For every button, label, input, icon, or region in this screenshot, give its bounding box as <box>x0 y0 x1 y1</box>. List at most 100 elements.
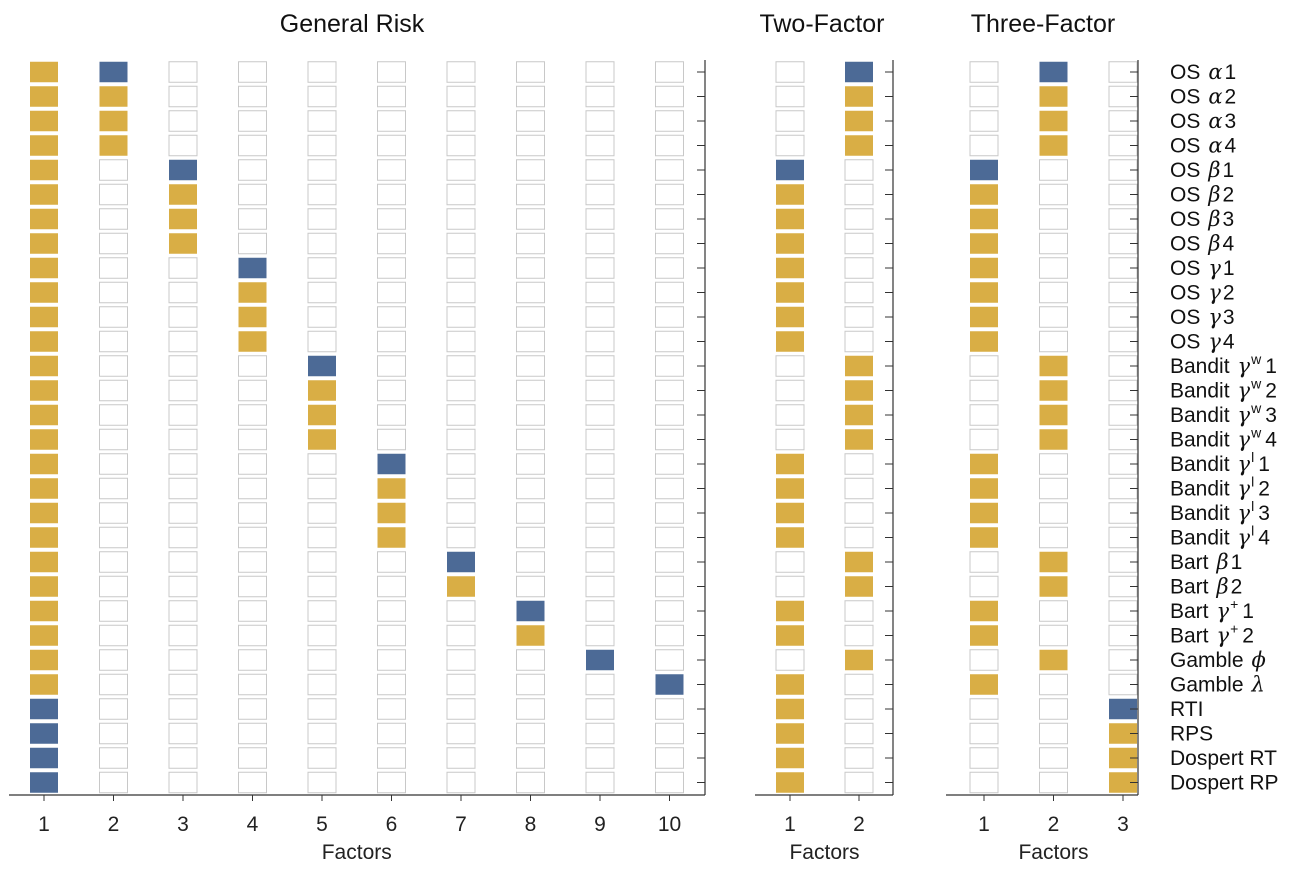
loading-cell-primary <box>970 159 998 181</box>
loading-cell-secondary <box>238 306 267 328</box>
empty-cell <box>377 183 406 206</box>
empty-cell <box>377 551 406 573</box>
empty-cell <box>99 306 128 328</box>
loading-cell-secondary <box>845 86 873 107</box>
empty-cell <box>238 110 267 132</box>
empty-cell <box>516 747 545 769</box>
loading-cell-secondary <box>776 478 804 499</box>
empty-cell <box>655 551 684 573</box>
empty-cell <box>377 747 406 769</box>
loading-cell-secondary <box>970 502 998 524</box>
loading-cell-secondary <box>30 674 58 695</box>
empty-cell <box>307 134 337 157</box>
loading-cell-secondary <box>970 625 998 646</box>
loading-cell-primary <box>308 355 336 377</box>
loading-cell-secondary <box>30 380 58 401</box>
empty-cell <box>655 306 684 328</box>
loading-cell-secondary <box>30 61 58 83</box>
empty-cell <box>168 649 198 671</box>
empty-cell <box>655 404 684 426</box>
empty-cell <box>585 747 615 769</box>
empty-cell <box>516 134 545 157</box>
empty-cell <box>168 673 198 696</box>
empty-cell <box>238 624 267 647</box>
loading-cell-secondary <box>1039 135 1068 156</box>
empty-cell <box>99 698 128 720</box>
empty-cell <box>585 453 615 475</box>
empty-cell <box>516 355 545 377</box>
empty-cell <box>168 624 198 647</box>
empty-cell <box>844 330 874 353</box>
empty-cell <box>775 649 805 671</box>
empty-cell <box>516 306 545 328</box>
empty-cell <box>969 134 999 157</box>
y-tick-label: Bandit γw 4 <box>1170 425 1277 452</box>
loading-cell-secondary <box>169 208 197 230</box>
empty-cell <box>1039 232 1068 255</box>
empty-cell <box>655 502 684 524</box>
empty-cell <box>1039 526 1068 549</box>
empty-cell <box>1039 330 1068 353</box>
empty-cell <box>655 698 684 720</box>
empty-cell <box>238 379 267 402</box>
empty-cell <box>655 85 684 108</box>
empty-cell <box>446 673 476 696</box>
empty-cell <box>655 232 684 255</box>
x-tick-label: 2 <box>853 813 865 836</box>
empty-cell <box>377 673 406 696</box>
empty-cell <box>516 428 545 451</box>
loading-cell-secondary <box>845 551 873 573</box>
empty-cell <box>655 134 684 157</box>
empty-cell <box>516 110 545 132</box>
empty-cell <box>585 477 615 500</box>
empty-cell <box>377 771 406 794</box>
empty-cell <box>377 306 406 328</box>
empty-cell <box>655 428 684 451</box>
empty-cell <box>377 624 406 647</box>
empty-cell <box>844 747 874 769</box>
empty-cell <box>446 134 476 157</box>
panel-title: General Risk <box>280 10 425 38</box>
empty-cell <box>99 428 128 451</box>
loading-cell-secondary <box>845 355 873 377</box>
loading-cell-primary <box>30 698 58 720</box>
empty-cell <box>446 771 476 794</box>
empty-cell <box>168 61 198 83</box>
loading-cell-primary <box>1039 61 1068 83</box>
loading-cell-secondary <box>776 747 804 769</box>
empty-cell <box>446 355 476 377</box>
loading-cell-secondary <box>776 257 804 279</box>
empty-cell <box>238 673 267 696</box>
x-axis-label: Factors <box>1018 841 1088 864</box>
empty-cell <box>377 379 406 402</box>
empty-cell <box>307 624 337 647</box>
empty-cell <box>168 257 198 279</box>
empty-cell <box>446 281 476 304</box>
panel-title: Three-Factor <box>971 10 1115 38</box>
empty-cell <box>585 208 615 230</box>
empty-cell <box>585 698 615 720</box>
y-tick-label: Bandit γl 4 <box>1170 523 1270 550</box>
y-tick-label: Dospert RP <box>1170 772 1279 795</box>
loading-cell-secondary <box>776 453 804 475</box>
empty-cell <box>585 624 615 647</box>
empty-cell <box>655 477 684 500</box>
empty-cell <box>238 551 267 573</box>
empty-cell <box>1039 624 1068 647</box>
y-tick-label: OS γ3 <box>1170 305 1235 329</box>
empty-cell <box>1039 771 1068 794</box>
loading-cell-secondary <box>30 551 58 573</box>
empty-cell <box>1039 183 1068 206</box>
empty-cell <box>844 306 874 328</box>
y-tick-label: OS β1 <box>1170 158 1234 182</box>
empty-cell <box>775 134 805 157</box>
loading-cell-secondary <box>30 576 58 597</box>
empty-cell <box>844 526 874 549</box>
empty-cell <box>99 404 128 426</box>
y-tick-label: OS α2 <box>1170 85 1236 109</box>
empty-cell <box>99 600 128 622</box>
empty-cell <box>516 502 545 524</box>
empty-cell <box>446 183 476 206</box>
empty-cell <box>516 232 545 255</box>
empty-cell <box>516 208 545 230</box>
